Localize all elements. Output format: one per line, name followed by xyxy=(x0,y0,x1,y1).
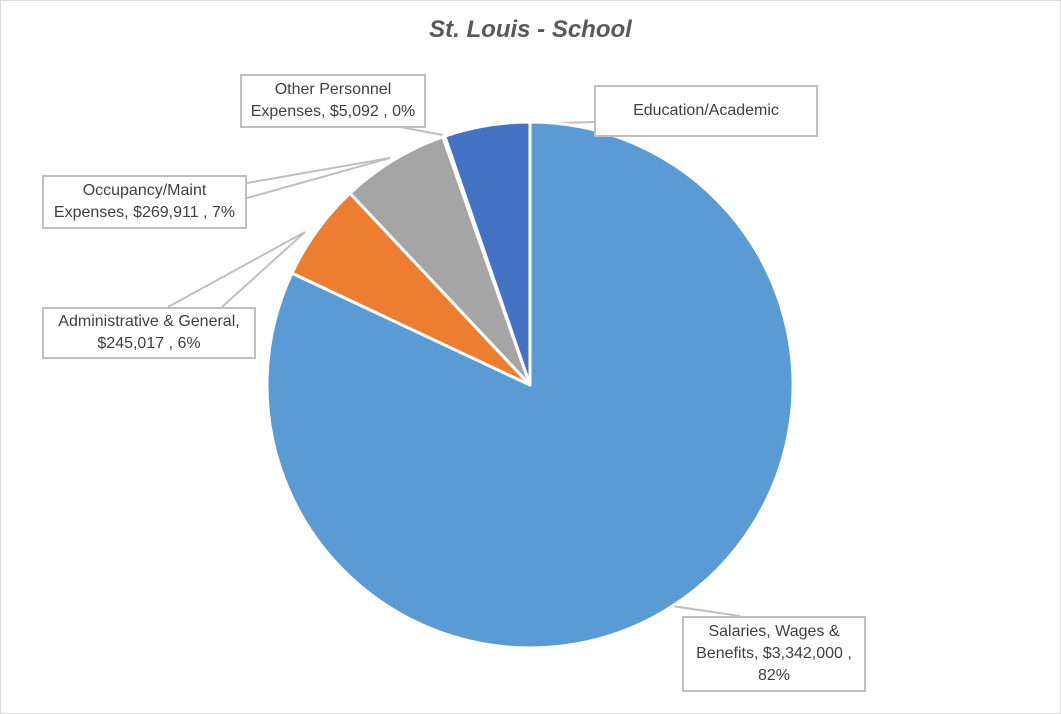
label-line: Administrative & General, xyxy=(58,313,240,330)
label-line: Salaries, Wages & xyxy=(708,623,840,640)
label-line: Expenses, $269,911 , 7% xyxy=(53,204,236,221)
leader-line-salaries xyxy=(671,605,741,617)
chart-title: St. Louis - School xyxy=(429,16,632,43)
data-label-education: Education/Academic xyxy=(594,85,818,137)
data-label-admin: Administrative & General, $245,017 , 6% xyxy=(42,307,256,359)
data-label-other-personnel: Other Personnel Expenses, $5,092 , 0% xyxy=(240,74,426,128)
label-line: Occupancy/Maint xyxy=(82,182,207,199)
label-line: Education/Academic xyxy=(633,102,779,119)
leader-line-other xyxy=(399,126,444,136)
data-label-salaries: Salaries, Wages & Benefits, $3,342,000 , 8… xyxy=(682,616,866,692)
leader-line-admin xyxy=(167,231,306,308)
label-line: Benefits, $3,342,000 , xyxy=(696,645,852,662)
leader-line-occupancy xyxy=(246,157,391,199)
label-line: $245,017 , 6% xyxy=(97,335,201,352)
label-line: 82% xyxy=(757,667,790,684)
pie-slice-occupancy xyxy=(348,135,532,387)
data-label-occupancy: Occupancy/Maint Expenses, $269,911 , 7% xyxy=(42,175,247,229)
pie-slice-education xyxy=(443,120,532,387)
label-line: Other Personnel xyxy=(274,81,392,98)
label-line: Expenses, $5,092 , 0% xyxy=(250,103,416,120)
